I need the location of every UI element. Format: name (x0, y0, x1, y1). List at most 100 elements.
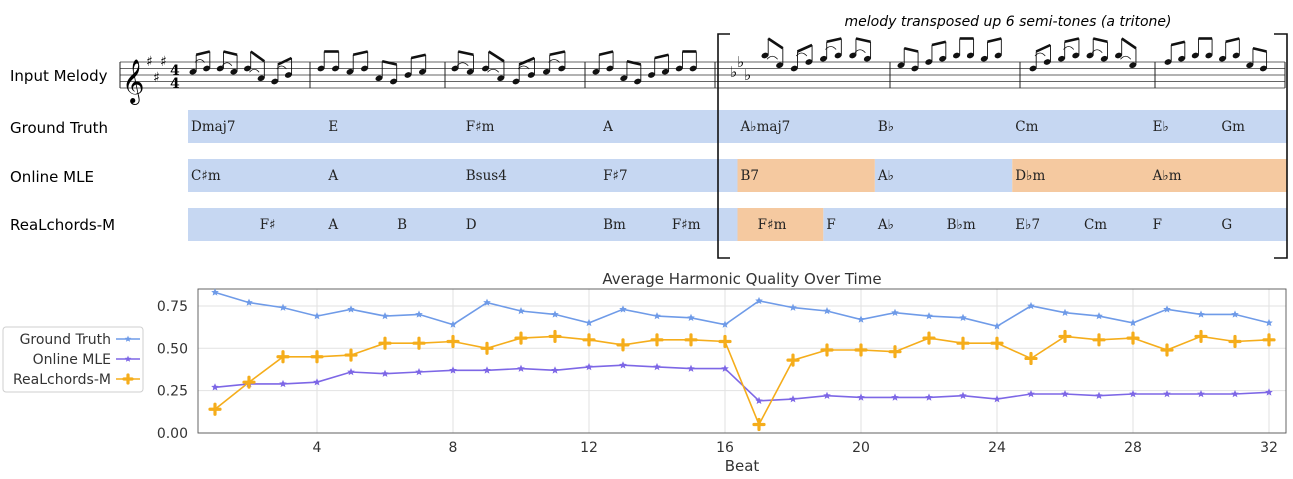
chord-label: A♭maj7 (740, 119, 791, 135)
melody-note (897, 62, 905, 69)
plus-marker (1160, 343, 1174, 357)
melody-note (203, 65, 211, 72)
plus-marker (1058, 329, 1072, 344)
plus-marker (1262, 333, 1276, 347)
star-marker (857, 315, 865, 323)
chord-band-segment (737, 208, 824, 241)
melody-note (1246, 62, 1254, 69)
plus-marker (242, 375, 256, 389)
plus-marker (446, 334, 460, 349)
note-tie (854, 49, 866, 54)
star-marker (381, 369, 389, 377)
series-line-0 (214, 291, 1270, 328)
chart-title: Average Harmonic Quality Over Time (602, 270, 881, 288)
chord-band-segment (823, 208, 1287, 241)
note-beam (277, 56, 293, 66)
melody-note (647, 72, 656, 78)
plus-marker (956, 336, 970, 350)
chord-band-segment (874, 159, 1013, 192)
melody-note (1259, 65, 1267, 72)
plus-marker (1228, 334, 1242, 349)
chord-label: A♭ (877, 168, 894, 184)
star-marker (279, 379, 287, 388)
chord-label: F♯ (260, 217, 276, 233)
star-marker (619, 361, 627, 369)
legend-box (2, 326, 144, 393)
chord-label: F (826, 217, 835, 233)
melody-note (1043, 59, 1051, 65)
note-beam (518, 56, 535, 66)
note-beam (1170, 40, 1186, 47)
melody-note (863, 55, 871, 62)
star-marker (1197, 310, 1205, 318)
note-beam (987, 37, 1002, 44)
plot-frame (197, 288, 1287, 434)
star-marker (653, 362, 661, 371)
melody-note (834, 52, 842, 59)
star-marker (517, 307, 525, 315)
star-marker (313, 378, 321, 386)
star-marker (687, 364, 695, 372)
star-marker (1163, 305, 1171, 313)
chord-label: F♯m (466, 119, 495, 135)
melody-note (776, 62, 784, 69)
plus-marker (208, 402, 222, 416)
chord-label: Bsus4 (466, 168, 507, 184)
melody-note (1178, 55, 1186, 62)
chord-label: B♭ (878, 119, 894, 135)
plus-marker (786, 353, 800, 367)
y-tick-label: 0.25 (157, 384, 188, 400)
star-marker (449, 320, 457, 328)
melody-note (925, 59, 933, 65)
note-beam (931, 40, 947, 47)
star-marker (1197, 390, 1205, 398)
time-signature-bottom: 4 (170, 76, 180, 92)
chord-band-segment (188, 110, 1287, 143)
melody-note (761, 52, 769, 59)
star-marker (823, 391, 831, 399)
note-beam (654, 53, 669, 60)
melody-note (939, 55, 947, 62)
legend-label: Online MLE (33, 352, 111, 368)
x-tick-label: 24 (988, 440, 1006, 456)
melody-note (481, 65, 490, 72)
note-beam (1064, 37, 1080, 44)
plus-marker (718, 334, 732, 349)
chord-label: A (327, 168, 338, 184)
star-marker (279, 303, 287, 311)
legend-label: ReaLchords-M (13, 372, 111, 388)
note-beam (796, 43, 813, 53)
melody-note (466, 68, 474, 75)
row-label-input-melody: Input Melody (10, 67, 108, 85)
time-signature-top: 4 (170, 63, 180, 79)
melody-note (317, 65, 325, 72)
star-marker (551, 310, 559, 318)
star-marker (347, 368, 355, 376)
star-marker (381, 312, 389, 320)
harmonic-quality-chart: Average Harmonic Quality Over Time 4 8 12 1… (2, 270, 1287, 475)
plus-marker (922, 331, 936, 345)
note-tie (276, 65, 287, 70)
plus-marker (480, 341, 494, 355)
melody-note (257, 75, 265, 82)
chord-label: G (1221, 217, 1232, 233)
star-marker (415, 368, 423, 376)
star-marker (653, 312, 661, 320)
plus-marker (514, 331, 528, 345)
star-marker (1265, 388, 1273, 396)
key-sharp-icon: ♯ (146, 54, 153, 70)
note-tie (487, 68, 500, 73)
melody-note (849, 52, 857, 59)
melody-note (1205, 52, 1213, 59)
note-beam (549, 50, 566, 57)
star-marker (755, 396, 763, 404)
star-marker (755, 296, 763, 305)
plus-marker (1126, 331, 1140, 345)
x-tick-label: 32 (1260, 440, 1278, 456)
treble-clef-icon: 𝄞 (122, 59, 144, 105)
melody-note (689, 65, 697, 72)
star-marker (959, 313, 967, 321)
chord-label: A♭ (877, 217, 894, 233)
star-marker (1129, 390, 1137, 398)
melody-note (418, 68, 427, 75)
